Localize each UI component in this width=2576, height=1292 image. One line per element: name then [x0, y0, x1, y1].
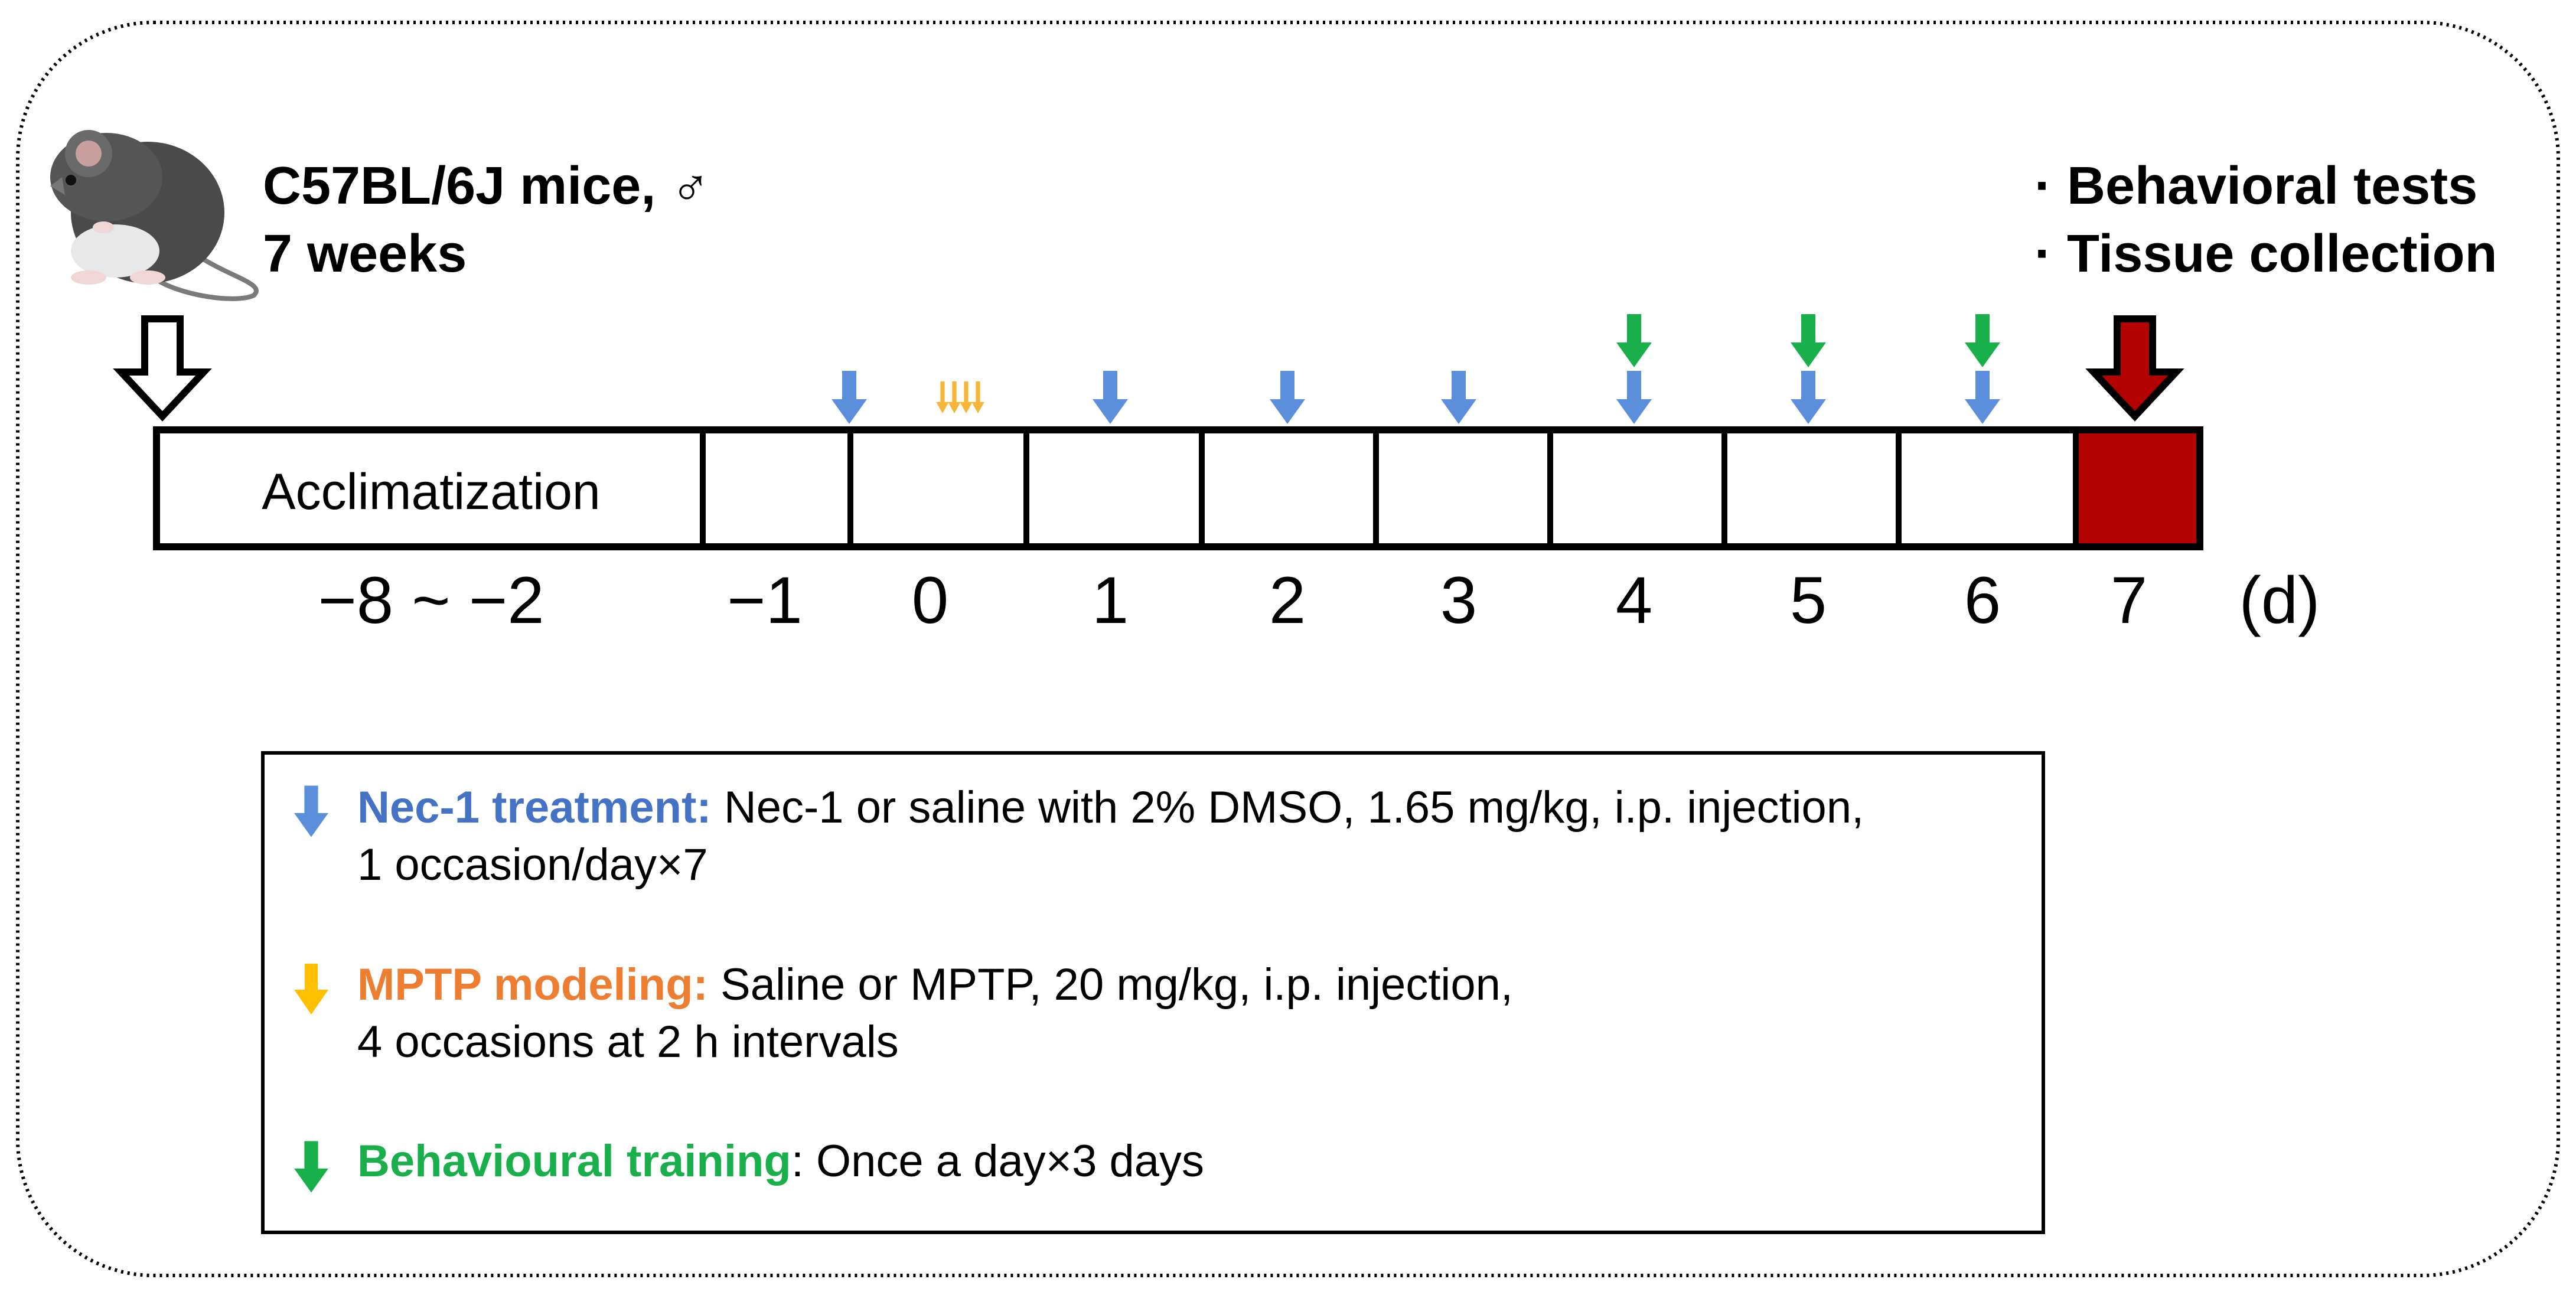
legend-nec1: Nec-1 treatment: Nec-1 or saline with 2%…	[294, 782, 1864, 890]
nec1-arrow-icon	[1093, 371, 1128, 424]
day-label: 0	[912, 563, 948, 637]
subject-age-label: 7 weeks	[263, 224, 467, 283]
day-label: 6	[1964, 563, 2001, 637]
legend-training: Behavioural training: Once a day×3 days	[294, 1136, 1204, 1193]
nec1-arrow-icon	[1791, 371, 1826, 424]
endpoint-bullet-tissue-collection: · Tissue collection	[2034, 224, 2497, 283]
mptp-legend-text: Saline or MPTP, 20 mg/kg, i.p. injection…	[708, 960, 1513, 1010]
mptp-injection-arrows	[936, 381, 984, 413]
day-label: 1	[1092, 563, 1129, 637]
subject-strain-label: C57BL/6J mice, ♂	[263, 156, 710, 216]
nec1-legend-text: Nec-1 or saline with 2% DMSO, 1.65 mg/kg…	[712, 782, 1864, 833]
day-axis: −8 ~ −2 −1 0 1 2 3 4 5 6 7 (d)	[318, 563, 2320, 637]
mptp-arrow-icon	[960, 381, 973, 413]
training-arrow-icon	[1616, 314, 1652, 367]
training-legend-line1: Behavioural training: Once a day×3 days	[357, 1136, 1204, 1186]
training-arrows	[1616, 314, 2000, 367]
legend-mptp: MPTP modeling: Saline or MPTP, 20 mg/kg,…	[294, 960, 1513, 1067]
day-label: −1	[727, 563, 803, 637]
red-down-arrow-icon	[2085, 315, 2184, 422]
day-label: 3	[1440, 563, 1477, 637]
hollow-down-arrow-icon	[113, 315, 212, 422]
legend-box	[261, 751, 2045, 1234]
nec1-legend-line1: Nec-1 treatment: Nec-1 or saline with 2%…	[357, 782, 1864, 833]
nec1-arrow-icon	[1616, 371, 1652, 424]
mptp-arrow-icon	[948, 381, 961, 413]
acclimatization-label: Acclimatization	[262, 464, 601, 520]
mptp-arrow-icon	[936, 381, 949, 413]
nec1-arrow-icon	[1441, 371, 1476, 424]
mptp-legend-title: MPTP modeling:	[357, 960, 708, 1010]
mouse-illustration	[50, 130, 259, 301]
day-label: 5	[1790, 563, 1827, 637]
nec1-arrow-icon	[832, 371, 867, 424]
nec1-arrow-icon	[1270, 371, 1305, 424]
nec1-arrow-icon	[1965, 371, 2000, 424]
mptp-legend-arrow-icon	[294, 964, 328, 1014]
timeline-bar	[153, 426, 2203, 550]
day-unit-label: (d)	[2239, 563, 2320, 637]
training-legend-title: Behavioural training	[357, 1136, 791, 1186]
endpoint-bullet-behavioral-tests: · Behavioral tests	[2034, 156, 2477, 216]
day-label: −8 ~ −2	[318, 563, 544, 637]
endpoint-cell-day-7	[2076, 430, 2200, 547]
nec1-injection-arrows	[832, 371, 2000, 424]
mptp-legend-line1: MPTP modeling: Saline or MPTP, 20 mg/kg,…	[357, 960, 1513, 1010]
training-legend-text: : Once a day×3 days	[791, 1136, 1204, 1186]
day-label: 7	[2111, 563, 2147, 637]
mptp-arrow-icon	[971, 381, 984, 413]
nec1-legend-line2: 1 occasion/day×7	[357, 840, 708, 890]
nec1-legend-title: Nec-1 treatment:	[357, 782, 712, 833]
training-arrow-icon	[1791, 314, 1826, 367]
mptp-legend-line2: 4 occasions at 2 h intervals	[357, 1017, 899, 1067]
day-label: 4	[1616, 563, 1652, 637]
training-arrow-icon	[1965, 314, 2000, 367]
day-label: 2	[1269, 563, 1306, 637]
